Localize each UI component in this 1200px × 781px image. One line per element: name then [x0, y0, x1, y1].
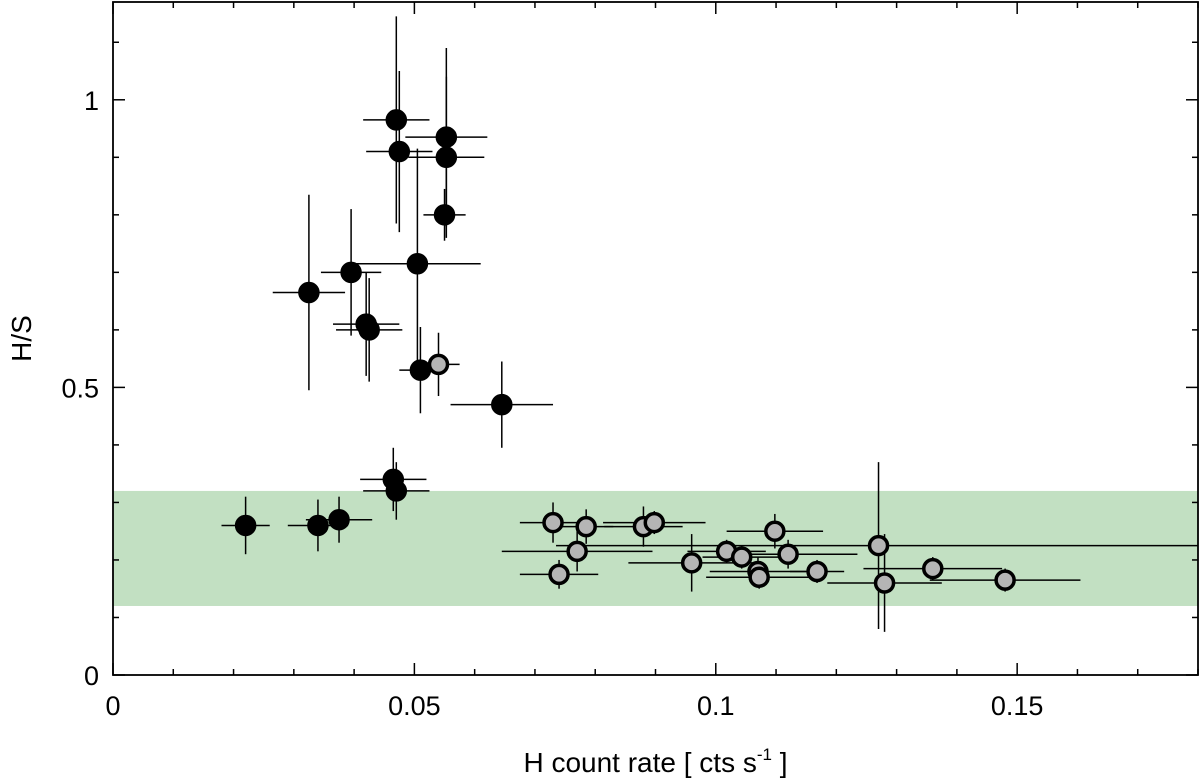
x-tick-label: 0: [105, 691, 120, 721]
x-axis-title: H count rate [ cts s-1 ]: [523, 745, 787, 778]
green-band: [113, 490, 1198, 606]
data-point: [548, 563, 570, 586]
x-tick-label: 0.15: [991, 691, 1044, 721]
y-tick-label: 0.5: [61, 373, 99, 403]
data-point: [777, 543, 799, 565]
x-axis-title-superscript: -1: [757, 745, 772, 764]
x-axis-title-tail: ]: [772, 747, 788, 778]
data-point: [388, 140, 411, 163]
axis-ticks: [112, 2, 1199, 676]
data-point: [680, 552, 703, 574]
data-point: [328, 508, 350, 531]
data-point: [542, 511, 564, 534]
data-point: [730, 546, 753, 568]
data-point: [427, 353, 450, 376]
data-point: [358, 319, 380, 341]
data-point: [433, 204, 456, 226]
data-point: [385, 109, 408, 131]
data-point: [340, 261, 362, 284]
data-point: [406, 252, 429, 275]
data-point: [307, 514, 329, 537]
x-axis-title-main: H count rate [ cts s: [523, 747, 756, 778]
data-point: [385, 480, 408, 502]
data-point: [234, 514, 257, 537]
plot-area: 0 0.05 0.1 0.15 0 0.5 1: [61, 1, 1199, 721]
data-point: [435, 146, 458, 169]
data-point: [922, 557, 944, 580]
data-point: [491, 393, 513, 416]
data-point: [435, 126, 458, 148]
data-point: [994, 569, 1016, 591]
data-markers: [234, 109, 1016, 594]
data-point: [409, 359, 432, 381]
data-point: [867, 534, 890, 557]
y-tick-label: 0: [84, 661, 99, 691]
data-point: [298, 281, 320, 304]
data-point: [873, 572, 896, 594]
data-point: [764, 520, 786, 542]
data-point: [806, 560, 828, 583]
x-tick-label: 0.05: [388, 691, 441, 721]
data-point: [643, 511, 666, 534]
x-tick-label: 0.1: [697, 691, 735, 721]
y-axis-title: H/S: [6, 315, 37, 362]
data-point: [575, 515, 597, 538]
y-tick-label: 1: [84, 86, 99, 116]
axis-tick-labels: 0 0.05 0.1 0.15 0 0.5 1: [61, 86, 1043, 721]
data-point: [566, 540, 588, 563]
data-point: [748, 566, 770, 588]
